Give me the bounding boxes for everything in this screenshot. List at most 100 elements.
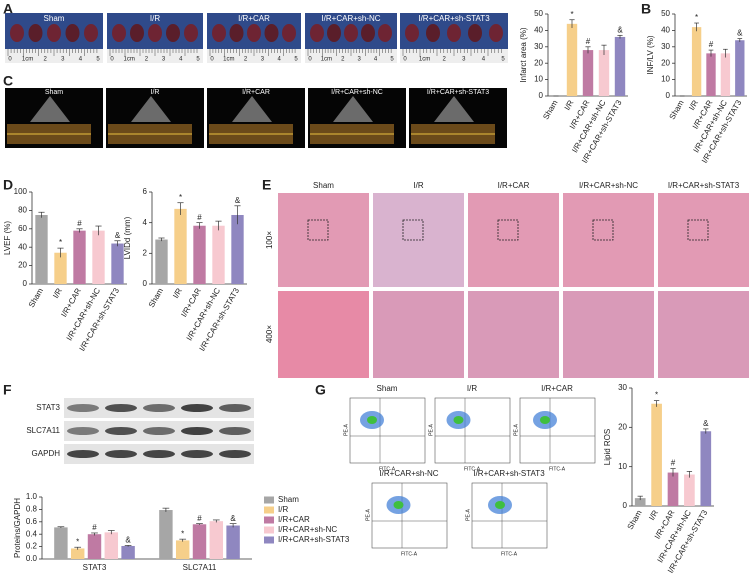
y-tick-label: 0.0 [26, 554, 38, 563]
heart-slice [148, 24, 162, 42]
heart-slice [489, 24, 503, 42]
bar [70, 548, 85, 559]
ruler-label: 3 [162, 57, 166, 63]
ruler-label: 0 [8, 57, 12, 63]
flow-plot [519, 397, 596, 464]
ruler-label: 3 [61, 57, 65, 63]
blot-label: STAT3 [36, 403, 60, 412]
ruler-label: 3 [462, 57, 466, 63]
heart-slice [344, 24, 358, 42]
y-tick-label: 0.2 [26, 542, 38, 551]
histology-400x [278, 291, 369, 378]
image-label: I/R [150, 14, 160, 23]
y-tick-label: 6 [143, 187, 148, 196]
histology-100x [278, 193, 369, 287]
cell-core [367, 416, 377, 424]
cell-core [453, 416, 464, 424]
image-label: I/R+CAR+sh-NC [331, 89, 383, 96]
y-tick-label: 0.6 [26, 517, 38, 526]
significance-mark: & [125, 535, 131, 544]
bar [193, 225, 206, 284]
significance-mark: & [230, 514, 236, 523]
significance-mark: # [586, 37, 591, 46]
ruler-label: 1cm [223, 57, 234, 63]
legend-swatch [264, 506, 274, 514]
heart-slice [112, 24, 126, 42]
blot-band [219, 427, 251, 435]
legend-swatch [264, 536, 274, 544]
ruler-label: 0 [210, 57, 214, 63]
heart-slice [426, 24, 440, 42]
ruler-label: 0 [403, 57, 407, 63]
echo-cone [333, 96, 373, 122]
ruler-label: 4 [278, 57, 282, 63]
bar [614, 36, 626, 96]
ruler-label: 5 [196, 57, 200, 63]
y-tick-label: 0 [623, 501, 628, 510]
legend-swatch [264, 496, 274, 504]
ruler-label: 2 [244, 57, 248, 63]
ruler-label: 1cm [321, 57, 332, 63]
heart-slice [229, 24, 244, 42]
heart-slice [47, 24, 61, 42]
panel-letter: C [3, 73, 13, 89]
histology-100x [373, 193, 464, 287]
heart-slice [327, 24, 341, 42]
echo-cone [30, 96, 70, 122]
bar [598, 50, 610, 96]
legend-label: I/R [278, 505, 288, 514]
panel-letter: F [3, 382, 12, 398]
heart-slice [130, 24, 144, 42]
bar [231, 215, 244, 284]
ruler-label: 2 [341, 57, 345, 63]
y-axis-label: Infarct area (%) [519, 27, 528, 82]
zoom-box [307, 219, 329, 241]
histology-400x [373, 291, 464, 378]
y-axis-label: LVEF (%) [3, 221, 12, 255]
y-tick-label: 30 [534, 42, 543, 51]
heart-slice [361, 24, 375, 42]
panel-letter: A [3, 1, 13, 17]
heart-slice [166, 24, 180, 42]
significance-mark: * [76, 537, 79, 546]
blot-band [181, 450, 213, 458]
ruler-label: 1cm [124, 57, 135, 63]
y-axis-label: LVIDd (mm) [123, 216, 132, 259]
histology-400x [468, 291, 559, 378]
x-tick-label: Sham [27, 286, 45, 309]
flow-axis-label: FITC-A [401, 551, 418, 557]
significance-mark: & [115, 231, 121, 240]
heart-slice [264, 24, 279, 42]
blot-band [219, 450, 251, 458]
legend-label: I/R+CAR+sh-STAT3 [278, 535, 350, 544]
bar [735, 40, 745, 96]
legend-swatch [264, 516, 274, 524]
bar [209, 521, 224, 559]
zoom-box [402, 219, 424, 241]
histology-100x [658, 193, 749, 287]
y-tick-label: 20 [18, 261, 27, 270]
blot-band [143, 427, 175, 435]
blot-label: SLC7A11 [26, 426, 60, 435]
bar [226, 525, 240, 559]
heart-slice [468, 24, 482, 42]
significance-mark: # [709, 40, 714, 49]
significance-mark: * [181, 529, 184, 538]
flow-axis-label: FITC-A [549, 466, 566, 472]
blot-band [181, 427, 213, 435]
x-tick-label: SLC7A11 [183, 563, 217, 572]
ruler-label: 5 [390, 57, 394, 63]
blot-band [219, 404, 251, 412]
ruler-label: 1cm [419, 57, 430, 63]
bar [111, 243, 124, 284]
blot-band [105, 427, 137, 435]
echo-cone [232, 96, 272, 122]
bar [566, 23, 578, 97]
blot-band [105, 450, 137, 458]
panel-letter: G [315, 382, 326, 398]
image-label: I/R+CAR+sh-STAT3 [668, 181, 740, 190]
significance-mark: # [92, 523, 97, 532]
y-tick-label: 10 [661, 75, 670, 84]
